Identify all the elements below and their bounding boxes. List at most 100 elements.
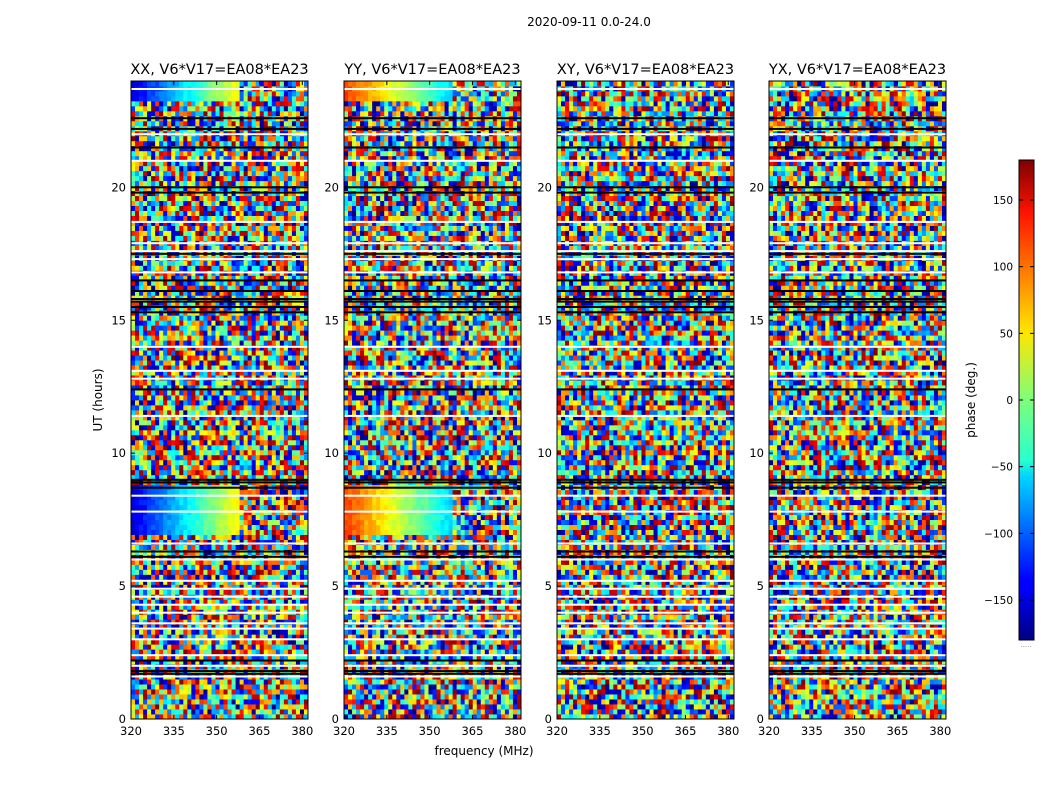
phase-cell bbox=[296, 694, 300, 699]
phase-cell bbox=[195, 629, 199, 634]
phase-cell bbox=[232, 515, 236, 520]
phase-cell bbox=[300, 629, 304, 634]
phase-cell bbox=[131, 629, 135, 634]
phase-cell bbox=[199, 699, 203, 704]
phase-cell bbox=[179, 564, 183, 569]
phase-cell bbox=[195, 545, 199, 550]
phase-cell bbox=[211, 694, 215, 699]
phase-cell bbox=[288, 649, 292, 654]
phase-cell bbox=[155, 530, 159, 535]
phase-cell bbox=[131, 684, 135, 689]
phase-cell bbox=[264, 704, 268, 709]
phase-cell bbox=[171, 709, 175, 714]
phase-cell bbox=[236, 545, 240, 550]
phase-cell bbox=[151, 515, 155, 520]
phase-cell bbox=[191, 525, 195, 530]
phase-cell bbox=[207, 525, 211, 530]
phase-cell bbox=[159, 535, 163, 540]
phase-cell bbox=[228, 679, 232, 684]
phase-cell bbox=[224, 709, 228, 714]
phase-cell bbox=[183, 644, 187, 649]
phase-cell bbox=[256, 515, 260, 520]
phase-cell bbox=[264, 505, 268, 510]
phase-cell bbox=[135, 525, 139, 530]
phase-cell bbox=[143, 525, 147, 530]
phase-cell bbox=[147, 545, 151, 550]
phase-cell bbox=[244, 699, 248, 704]
phase-cell bbox=[183, 614, 187, 619]
phase-cell bbox=[211, 629, 215, 634]
phase-cell bbox=[244, 644, 248, 649]
phase-cell bbox=[268, 699, 272, 704]
phase-cell bbox=[264, 709, 268, 714]
phase-cell bbox=[171, 704, 175, 709]
phase-cell bbox=[228, 535, 232, 540]
phase-cell bbox=[256, 574, 260, 579]
phase-cell bbox=[264, 535, 268, 540]
phase-cell bbox=[228, 564, 232, 569]
phase-cell bbox=[163, 699, 167, 704]
phase-cell bbox=[191, 515, 195, 520]
phase-cell bbox=[179, 694, 183, 699]
phase-cell bbox=[155, 505, 159, 510]
phase-cell bbox=[167, 500, 171, 505]
phase-cell bbox=[288, 589, 292, 594]
phase-cell bbox=[264, 490, 268, 495]
phase-cell bbox=[260, 684, 264, 689]
phase-cell bbox=[276, 589, 280, 594]
phase-cell bbox=[163, 505, 167, 510]
phase-cell bbox=[244, 629, 248, 634]
phase-cell bbox=[155, 520, 159, 525]
phase-cell bbox=[272, 589, 276, 594]
phase-cell bbox=[292, 699, 296, 704]
phase-cell bbox=[252, 684, 256, 689]
phase-cell bbox=[203, 689, 207, 694]
phase-cell bbox=[272, 644, 276, 649]
phase-cell bbox=[220, 699, 224, 704]
phase-cell bbox=[195, 574, 199, 579]
phase-cell bbox=[175, 694, 179, 699]
phase-cell bbox=[163, 500, 167, 505]
phase-cell bbox=[135, 569, 139, 574]
phase-cell bbox=[220, 694, 224, 699]
phase-cell bbox=[260, 614, 264, 619]
phase-cell bbox=[272, 699, 276, 704]
phase-cell bbox=[256, 704, 260, 709]
phase-cell bbox=[151, 505, 155, 510]
phase-cell bbox=[280, 569, 284, 574]
phase-cell bbox=[159, 564, 163, 569]
phase-cell bbox=[292, 490, 296, 495]
phase-cell bbox=[195, 500, 199, 505]
phase-cell bbox=[199, 689, 203, 694]
phase-cell bbox=[163, 694, 167, 699]
phase-cell bbox=[236, 520, 240, 525]
phase-cell bbox=[284, 699, 288, 704]
phase-cell bbox=[220, 589, 224, 594]
phase-cell bbox=[131, 699, 135, 704]
phase-cell bbox=[292, 505, 296, 510]
phase-cell bbox=[207, 649, 211, 654]
phase-cell bbox=[284, 689, 288, 694]
phase-cell bbox=[187, 589, 191, 594]
phase-cell bbox=[288, 614, 292, 619]
phase-cell bbox=[147, 649, 151, 654]
phase-cell bbox=[276, 694, 280, 699]
phase-cell bbox=[300, 704, 304, 709]
phase-cell bbox=[296, 564, 300, 569]
phase-cell bbox=[220, 574, 224, 579]
phase-cell bbox=[292, 684, 296, 689]
phase-cell bbox=[220, 500, 224, 505]
phase-cell bbox=[300, 535, 304, 540]
phase-cell bbox=[195, 525, 199, 530]
phase-cell bbox=[163, 525, 167, 530]
phase-cell bbox=[203, 525, 207, 530]
phase-cell bbox=[187, 525, 191, 530]
phase-cell bbox=[256, 684, 260, 689]
phase-cell bbox=[276, 535, 280, 540]
phase-cell bbox=[139, 709, 143, 714]
phase-cell bbox=[199, 694, 203, 699]
phase-cell bbox=[276, 699, 280, 704]
phase-cell bbox=[167, 569, 171, 574]
phase-cell bbox=[272, 689, 276, 694]
phase-cell bbox=[195, 679, 199, 684]
